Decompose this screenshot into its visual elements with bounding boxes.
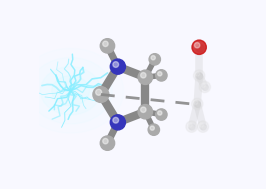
Circle shape [151, 56, 155, 60]
Circle shape [197, 121, 209, 132]
Circle shape [103, 138, 108, 144]
Circle shape [143, 109, 150, 117]
Circle shape [158, 72, 162, 76]
Circle shape [115, 64, 123, 72]
Circle shape [152, 57, 159, 63]
Ellipse shape [40, 67, 101, 115]
Circle shape [100, 136, 115, 150]
Circle shape [105, 43, 113, 51]
Circle shape [199, 123, 203, 127]
Circle shape [100, 39, 115, 53]
Circle shape [156, 70, 167, 81]
Circle shape [150, 126, 154, 130]
Circle shape [159, 73, 165, 79]
Circle shape [140, 73, 146, 78]
Circle shape [93, 87, 109, 102]
Circle shape [110, 115, 125, 130]
Circle shape [98, 91, 106, 100]
Circle shape [115, 119, 123, 128]
Circle shape [192, 40, 206, 54]
Circle shape [196, 72, 200, 76]
Circle shape [96, 89, 102, 95]
Ellipse shape [29, 57, 112, 124]
Circle shape [188, 123, 192, 127]
Circle shape [113, 117, 119, 123]
Circle shape [192, 98, 203, 110]
Circle shape [194, 100, 198, 105]
Circle shape [196, 44, 204, 52]
Circle shape [138, 105, 152, 119]
Circle shape [110, 59, 125, 74]
Circle shape [105, 140, 113, 148]
Circle shape [156, 109, 167, 120]
Circle shape [152, 127, 158, 134]
Circle shape [148, 124, 160, 135]
Ellipse shape [52, 76, 90, 106]
Circle shape [140, 107, 146, 112]
Circle shape [113, 62, 119, 67]
Circle shape [158, 111, 162, 115]
Circle shape [159, 112, 165, 119]
Circle shape [103, 41, 108, 46]
Circle shape [193, 70, 205, 81]
Circle shape [194, 43, 200, 48]
Circle shape [149, 54, 160, 65]
Circle shape [138, 70, 152, 84]
Circle shape [201, 83, 205, 88]
Circle shape [143, 74, 150, 82]
Circle shape [199, 81, 210, 93]
Circle shape [186, 121, 197, 132]
